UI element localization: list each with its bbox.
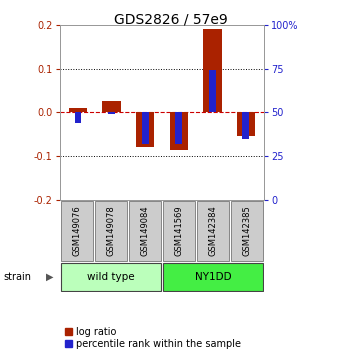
Text: GSM149084: GSM149084	[140, 206, 149, 256]
Bar	[142, 113, 149, 144]
Text: GDS2826 / 57e9: GDS2826 / 57e9	[114, 12, 227, 27]
FancyBboxPatch shape	[231, 201, 263, 261]
Text: strain: strain	[3, 272, 31, 282]
FancyBboxPatch shape	[197, 201, 229, 261]
FancyBboxPatch shape	[163, 263, 263, 291]
Bar	[75, 113, 81, 123]
Text: ▶: ▶	[46, 272, 53, 282]
Text: GSM149078: GSM149078	[106, 206, 115, 256]
Text: GSM141569: GSM141569	[175, 206, 183, 256]
Text: wild type: wild type	[87, 272, 135, 282]
Bar	[237, 113, 255, 137]
Bar	[169, 113, 188, 150]
Bar	[69, 108, 87, 113]
FancyBboxPatch shape	[61, 201, 93, 261]
FancyBboxPatch shape	[129, 201, 161, 261]
Bar	[203, 29, 222, 113]
Bar	[108, 113, 115, 114]
FancyBboxPatch shape	[95, 201, 127, 261]
Legend: log ratio, percentile rank within the sample: log ratio, percentile rank within the sa…	[64, 327, 241, 349]
Bar	[175, 113, 182, 144]
Text: GSM142384: GSM142384	[209, 206, 218, 256]
FancyBboxPatch shape	[61, 263, 161, 291]
Text: GSM149076: GSM149076	[72, 206, 81, 256]
Bar	[136, 113, 154, 147]
FancyBboxPatch shape	[163, 201, 195, 261]
Bar	[102, 102, 121, 113]
Bar	[242, 113, 249, 139]
Text: NY1DD: NY1DD	[195, 272, 232, 282]
Bar	[209, 70, 216, 113]
Text: GSM142385: GSM142385	[243, 206, 252, 256]
